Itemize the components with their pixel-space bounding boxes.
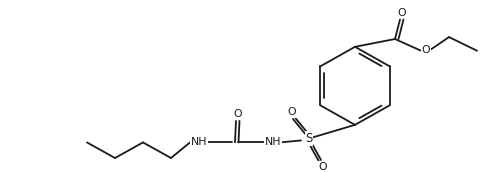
Text: O: O <box>288 107 296 117</box>
Text: NH: NH <box>191 137 207 147</box>
Text: O: O <box>234 109 243 119</box>
Text: O: O <box>319 162 327 172</box>
Text: O: O <box>398 8 406 18</box>
Text: S: S <box>306 132 312 145</box>
Text: O: O <box>422 45 430 55</box>
Text: NH: NH <box>265 137 281 147</box>
